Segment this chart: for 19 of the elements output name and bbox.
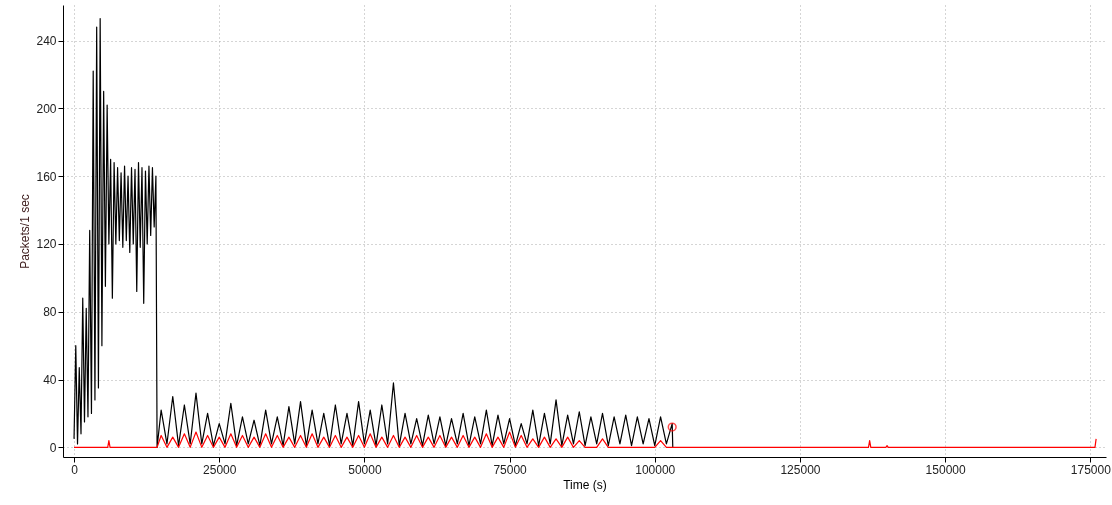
x-tick-label: 175000 <box>1070 462 1112 477</box>
y-axis-title: Packets/1 sec <box>18 194 33 269</box>
x-axis-title: Time (s) <box>563 477 607 492</box>
line-series <box>73 17 674 448</box>
line-series <box>73 431 1097 448</box>
x-tick-label: 50000 <box>348 462 382 477</box>
y-tick-label: 240 <box>36 34 57 49</box>
x-tick-label: 150000 <box>925 462 966 477</box>
y-tick-label: 160 <box>36 169 57 184</box>
y-tick-label: 40 <box>43 373 57 388</box>
x-tick-label: 100000 <box>635 462 676 477</box>
y-tick-label: 0 <box>49 440 57 455</box>
x-tick-label: 75000 <box>493 462 528 477</box>
y-tick-label: 120 <box>36 237 57 252</box>
y-tick-label: 80 <box>43 305 57 320</box>
x-tick-label: 0 <box>71 462 79 477</box>
x-tick-label: 125000 <box>780 462 821 477</box>
x-tick-label: 25000 <box>203 462 237 477</box>
y-tick-label: 200 <box>36 101 57 116</box>
